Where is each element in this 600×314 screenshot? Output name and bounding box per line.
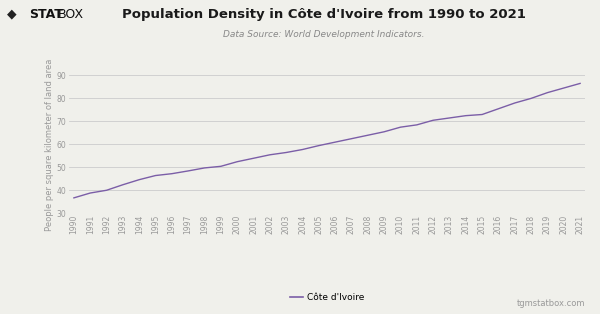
Text: tgmstatbox.com: tgmstatbox.com <box>517 299 585 308</box>
Text: BOX: BOX <box>58 8 84 21</box>
Text: Population Density in Côte d'Ivoire from 1990 to 2021: Population Density in Côte d'Ivoire from… <box>122 8 526 21</box>
Text: ◆: ◆ <box>7 8 17 21</box>
Legend: Côte d'Ivoire: Côte d'Ivoire <box>286 290 368 306</box>
Text: Data Source: World Development Indicators.: Data Source: World Development Indicator… <box>223 30 425 39</box>
Text: STAT: STAT <box>29 8 62 21</box>
Y-axis label: People per square kilometer of land area: People per square kilometer of land area <box>44 58 53 230</box>
